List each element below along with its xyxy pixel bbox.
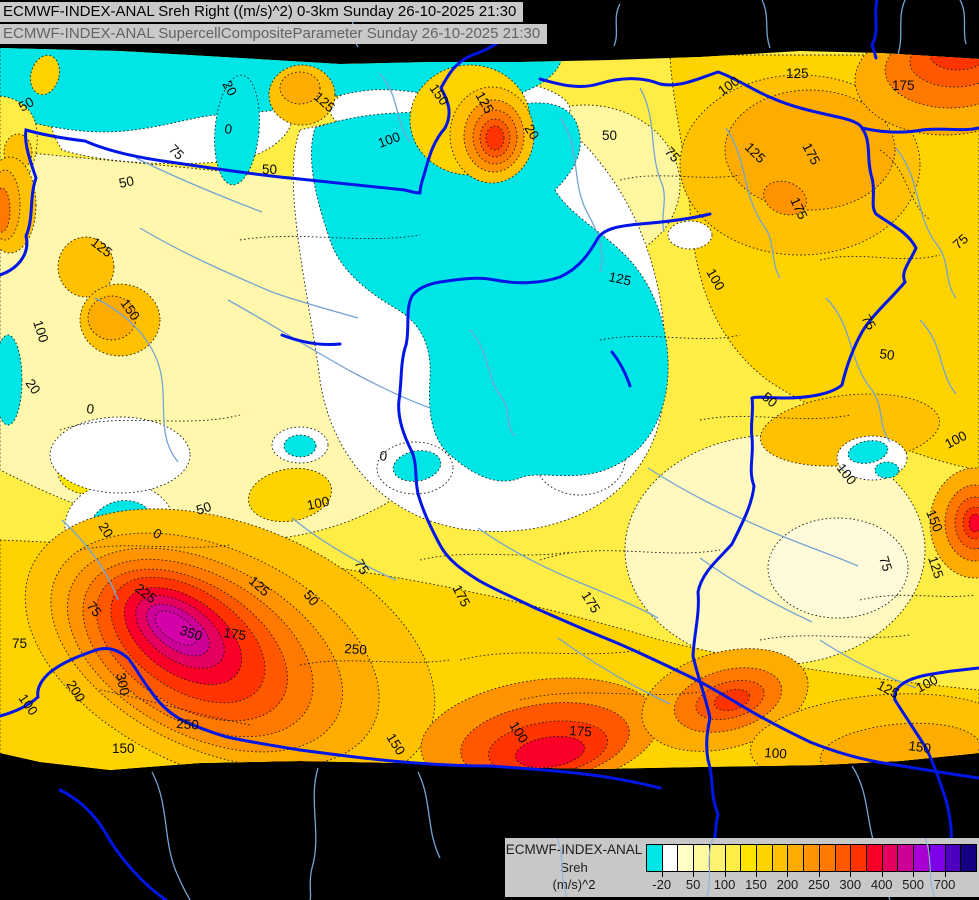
colorbar-cell xyxy=(897,844,915,872)
colorbar-tick-label: 50 xyxy=(685,877,701,892)
contour-label: 175 xyxy=(223,625,247,643)
colorbar-cell xyxy=(661,844,679,872)
contour-label: 20 xyxy=(521,122,542,143)
title-bar-line2: ECMWF-INDEX-ANAL SupercellCompositeParam… xyxy=(0,24,548,44)
contour-label: 50 xyxy=(262,162,277,177)
colorbar-tick-label: 700 xyxy=(933,877,956,892)
colorbar-cell xyxy=(850,844,867,872)
contour-label: 125 xyxy=(925,554,946,580)
colorbar-tick xyxy=(661,872,663,877)
legend-parameter: Sreh xyxy=(560,860,588,875)
colorbar-tick xyxy=(913,872,915,877)
legend-model: ECMWF-INDEX-ANAL xyxy=(505,842,643,857)
contour-label: 125 xyxy=(786,66,809,81)
contour-label: 75 xyxy=(351,557,372,578)
colorbar-tick-label: -20 xyxy=(652,877,672,892)
legend-box: ECMWF-INDEX-ANAL Sreh (m/s)^2 -20 50 100 15… xyxy=(505,838,979,897)
colorbar-cell xyxy=(693,844,710,872)
contour-label: 125 xyxy=(607,269,632,288)
contour-label: 100 xyxy=(764,745,788,762)
colorbar-tick xyxy=(881,872,883,877)
contour-label: 0 xyxy=(86,401,96,417)
colorbar-cell xyxy=(724,844,742,872)
contour-label: 75 xyxy=(84,599,105,620)
colorbar-cell xyxy=(928,844,946,872)
colorbar-tick xyxy=(850,872,852,877)
contour-label: 75 xyxy=(876,554,895,573)
colorbar-tick-label: 250 xyxy=(807,877,830,892)
colorbar-tick xyxy=(944,872,946,877)
colorbar-cell xyxy=(818,844,836,872)
colorbar-cell xyxy=(708,844,726,872)
contour-label: 250 xyxy=(344,641,368,658)
contour-label: 0 xyxy=(379,448,389,464)
contour-label: 50 xyxy=(118,173,136,191)
model-domain xyxy=(0,48,979,770)
colorbar-tick xyxy=(818,872,820,877)
contour-label: 50 xyxy=(879,346,896,363)
colorbar-cell xyxy=(913,844,930,872)
contour-label: 50 xyxy=(759,389,780,410)
colorbar-cell xyxy=(787,844,805,872)
contour-label: 20 xyxy=(95,520,116,541)
colorbar-cell xyxy=(834,844,852,872)
colorbar-cell xyxy=(866,844,883,872)
contour-label: 350 xyxy=(178,623,204,644)
colorbar: -20 50 100 150 200 250 300 400 500 700 xyxy=(646,844,977,897)
colorbar-tick xyxy=(693,872,695,877)
colorbar-cell xyxy=(646,844,663,872)
contour-label: 100 xyxy=(30,318,51,344)
colorbar-tick xyxy=(724,872,726,877)
filled-contours xyxy=(0,48,979,770)
contour-lines xyxy=(59,149,976,726)
colorbar-tick-label: 500 xyxy=(902,877,924,892)
contour-label: 75 xyxy=(662,144,683,165)
colorbar-tick-label: 300 xyxy=(839,877,862,892)
title-bar-line1: ECMWF-INDEX-ANAL Sreh Right ((m/s)^2) 0-… xyxy=(0,2,524,22)
colorbar-tick-label: 400 xyxy=(870,877,893,892)
contour-label: 100 xyxy=(376,129,402,151)
contour-label: 100 xyxy=(306,494,331,513)
colorbar-cell xyxy=(740,844,757,872)
contour-label: 150 xyxy=(908,738,932,756)
contour-label: 50 xyxy=(301,588,322,609)
colorbar-cell xyxy=(756,844,773,872)
colorbar-cell xyxy=(960,844,977,872)
colorbar-cell xyxy=(803,844,820,872)
contour-label: 20 xyxy=(219,78,240,99)
colorbar-cell xyxy=(881,844,899,872)
contour-label: 50 xyxy=(16,94,37,115)
colorbar-cell xyxy=(677,844,695,872)
colorbar-tick-label: 200 xyxy=(776,877,799,892)
contour-label: 75 xyxy=(12,636,27,651)
colorbar-tick-label: 100 xyxy=(713,877,736,892)
legend-units: (m/s)^2 xyxy=(552,877,596,892)
contour-label: 50 xyxy=(602,128,617,143)
contour-label: 20 xyxy=(23,376,44,397)
contour-label: 0 xyxy=(224,121,234,137)
contour-label: 75 xyxy=(950,231,971,252)
colorbar-cell xyxy=(944,844,962,872)
legend-text: ECMWF-INDEX-ANAL Sreh (m/s)^2 xyxy=(505,841,643,893)
colorbar-cell xyxy=(771,844,789,872)
contour-label: 300 xyxy=(113,672,132,697)
colorbar-tick-label: 150 xyxy=(745,877,767,892)
contour-label: 175 xyxy=(569,723,593,740)
contour-label: 175 xyxy=(892,78,915,93)
colorbar-tick xyxy=(787,872,789,877)
contour-label: 150 xyxy=(112,741,135,756)
contour-label: 250 xyxy=(176,716,200,733)
contour-label: 50 xyxy=(194,499,213,518)
contour-label: 75 xyxy=(858,312,879,333)
colorbar-tick xyxy=(756,872,757,877)
